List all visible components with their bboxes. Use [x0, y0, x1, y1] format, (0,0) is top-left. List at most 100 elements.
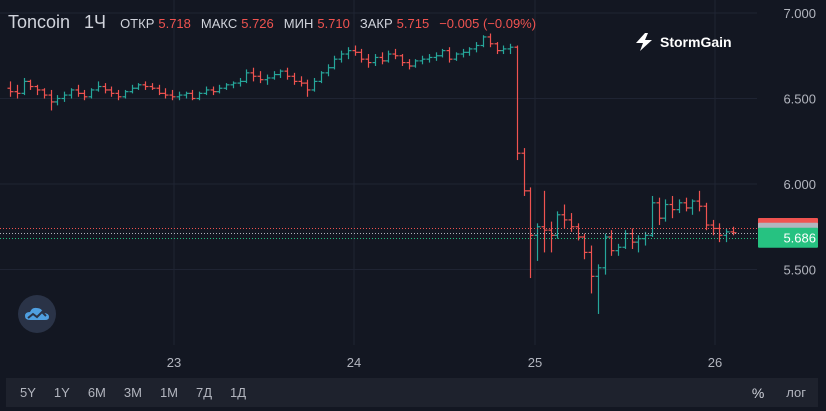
ohlc-bar: [406, 59, 413, 70]
ohlc-bar: [379, 52, 386, 65]
log-scale-toggle[interactable]: лог: [786, 385, 806, 400]
ohlc-bar: [203, 86, 210, 96]
ohlc-bar: [156, 84, 163, 96]
tradingview-watermark[interactable]: [18, 295, 56, 333]
price-tick-label: 7.000: [783, 6, 816, 21]
range-1d[interactable]: 1Д: [230, 385, 247, 400]
ohlc-bar: [703, 202, 710, 231]
ohlc-bar: [514, 45, 521, 161]
range-3m[interactable]: 3M: [123, 385, 142, 400]
ohlc-bar: [230, 81, 237, 89]
ohlc-bar: [554, 211, 561, 239]
ohlc-bar: [716, 223, 723, 243]
ohlc-bar: [487, 33, 494, 48]
ohlc-bar: [61, 91, 68, 102]
ohlc-bar: [561, 204, 568, 229]
ohlc-bar: [257, 71, 264, 84]
range-toolbar: 5Y 1Y 6M 3M 1M 7Д 1Д % лог: [6, 378, 818, 407]
ohlc-bar: [480, 35, 487, 48]
price-tag-label: 5.686: [783, 231, 816, 246]
ohlc-bar: [189, 89, 196, 101]
price-tag: 5.686: [758, 227, 818, 248]
ohlc-bar: [433, 52, 440, 61]
ohlc-bar: [14, 84, 21, 99]
ohlc-bar: [730, 226, 737, 236]
percent-scale-toggle[interactable]: %: [751, 384, 765, 401]
ohlc-bar: [466, 47, 473, 56]
chart-grid: [0, 0, 757, 345]
ohlc-bar: [277, 69, 284, 78]
ohlc-bar: [412, 59, 419, 68]
ohlc-bar: [304, 79, 311, 97]
ohlc-bar: [446, 47, 453, 63]
ohlc-bar: [527, 187, 534, 279]
ohlc-bar: [325, 64, 332, 77]
ohlc-bar: [183, 91, 190, 99]
ohlc-bar: [399, 54, 406, 67]
ohlc-bar: [453, 52, 460, 61]
ohlc-bar: [392, 48, 399, 60]
ohlc-bar: [264, 74, 271, 85]
ohlc-bar: [298, 76, 305, 87]
range-6m[interactable]: 6M: [87, 385, 106, 400]
ohlc-bar: [507, 43, 514, 55]
ohlc-bar: [635, 235, 642, 253]
range-1m[interactable]: 1M: [159, 385, 178, 400]
ohlc-bar: [696, 190, 703, 212]
ohlc-bar: [135, 83, 142, 90]
ohlc-bar: [88, 88, 95, 99]
time-axis[interactable]: 23 24 25 26: [167, 355, 722, 370]
time-tick-label: 23: [167, 355, 181, 370]
ohlc-bar: [162, 88, 169, 99]
ohlc-bar: [622, 230, 629, 249]
ohlc-bar: [345, 47, 352, 60]
ohlc-bars: [7, 33, 737, 314]
open-value: 5.718: [158, 16, 191, 31]
ohlc-bar: [41, 88, 48, 99]
ohlc-bar: [426, 54, 433, 63]
brand-name: StormGain: [660, 34, 732, 50]
range-5y[interactable]: 5Y: [20, 385, 36, 400]
interval-label[interactable]: 1Ч: [84, 12, 107, 32]
ohlc-bar: [541, 190, 548, 253]
ohlc-bar: [122, 89, 129, 99]
range-7d[interactable]: 7Д: [196, 385, 213, 400]
ohlc-bar: [284, 67, 291, 80]
ohlc-bar: [338, 50, 345, 63]
stormgain-logo: StormGain: [634, 33, 732, 51]
ohlc-bar: [169, 89, 176, 101]
low-value: 5.710: [317, 16, 350, 31]
ohlc-bar: [142, 81, 149, 90]
ohlc-bar: [372, 54, 379, 67]
price-tick-label: 5.500: [783, 263, 816, 278]
ohlc-bar: [548, 221, 555, 253]
ohlc-bar: [108, 86, 115, 97]
ohlc-bar: [176, 91, 183, 101]
symbol-name[interactable]: Toncoin: [8, 12, 71, 32]
ohlc-bar: [95, 81, 102, 92]
ohlc-bar: [710, 219, 717, 236]
ohlc-bar: [656, 197, 663, 226]
ohlc-bar: [588, 245, 595, 294]
ohlc-bar: [534, 223, 541, 261]
ohlc-bar: [7, 81, 14, 97]
ohlc-bar: [669, 195, 676, 219]
high-value: 5.726: [241, 16, 274, 31]
symbol-legend: Toncoin 1Ч ОТКР 5.718 МАКС 5.726 МИН 5.7…: [8, 12, 536, 33]
range-1y[interactable]: 1Y: [53, 385, 70, 400]
ohlc-bar: [216, 84, 223, 94]
ohlc-bar: [608, 230, 615, 256]
ohlc-bar: [419, 55, 426, 65]
ohlc-bar: [311, 77, 318, 92]
ohlc-bar: [318, 71, 325, 84]
ohlc-bar: [649, 195, 656, 238]
ohlc-bar: [331, 55, 338, 70]
ohlc-bar: [210, 86, 217, 96]
ohlc-bar: [68, 88, 75, 99]
ohlc-bar: [243, 69, 250, 84]
change-value: −0.005 (−0.09%): [439, 16, 537, 31]
ohlc-bar: [439, 48, 446, 58]
ohlc-bar: [689, 199, 696, 215]
